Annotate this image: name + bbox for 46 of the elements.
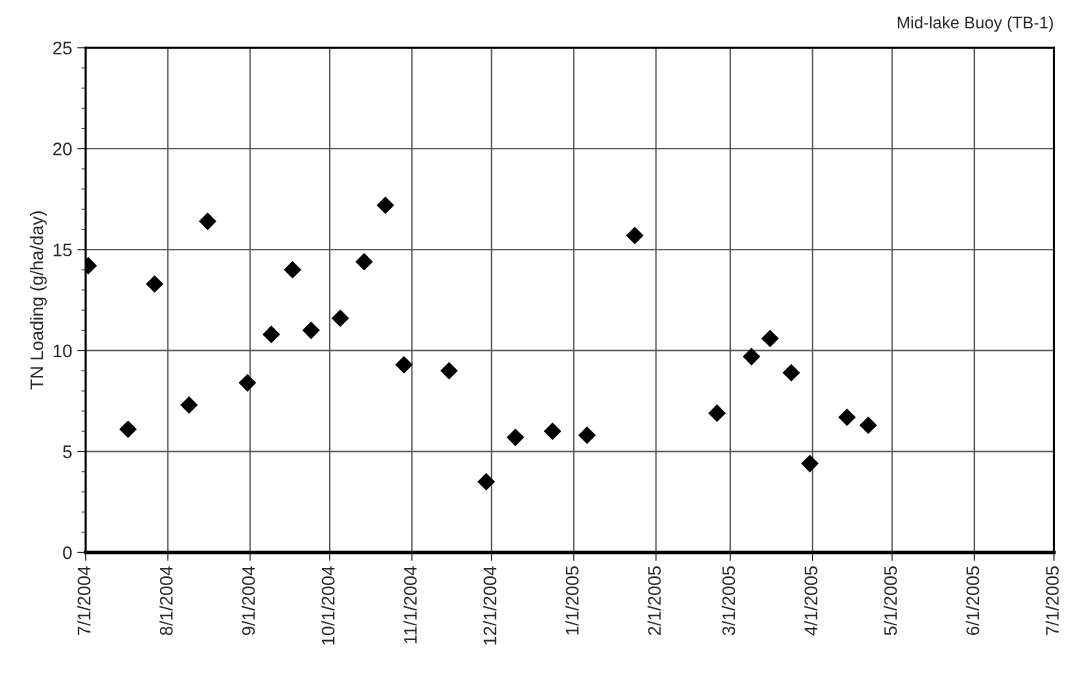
point (355, 252, 373, 271)
point (198, 212, 217, 231)
point (708, 404, 726, 422)
point (283, 261, 302, 279)
point (742, 347, 761, 366)
x-tick-label: 5/1/2005 (883, 566, 897, 636)
x-tick-label: 9/1/2004 (241, 566, 255, 636)
point (859, 416, 878, 435)
point (761, 329, 779, 348)
y-tick-label: 20 (53, 142, 72, 156)
x-tick-label: 6/1/2005 (965, 566, 980, 635)
y-tick-label: 10 (53, 344, 72, 358)
point (119, 420, 137, 439)
y-tick-label: 0 (63, 546, 72, 560)
x-tick-label: 8/1/2004 (159, 566, 173, 636)
x-tick-label: 11/1/2004 (403, 566, 417, 644)
x-tick-label: 3/1/2005 (721, 566, 736, 636)
point (625, 226, 644, 245)
point (543, 422, 562, 441)
point (376, 196, 395, 214)
chart-title: Mid-lake Buoy (TB-1) (897, 16, 1053, 32)
point (838, 408, 856, 426)
point (331, 309, 350, 328)
x-tick-label: 7/1/2005 (1045, 566, 1059, 635)
point (302, 321, 320, 340)
point (477, 472, 495, 491)
point (238, 374, 257, 392)
point (782, 363, 801, 382)
y-tick-label: 15 (53, 243, 72, 257)
point (395, 355, 413, 374)
x-tick-label: 1/1/2005 (565, 566, 579, 635)
y-tick-label: 5 (63, 445, 72, 459)
point (506, 428, 525, 447)
point (262, 325, 281, 344)
y-axis-title: TN Loading (g/ha/day) (29, 211, 47, 390)
point (578, 426, 596, 445)
x-tick-label: 2/1/2005 (647, 566, 661, 635)
x-tick-label: 7/1/2004 (77, 566, 91, 635)
point (801, 454, 819, 473)
point (440, 361, 458, 380)
x-tick-label: 12/1/2004 (483, 566, 497, 645)
x-tick-label: 4/1/2005 (804, 566, 818, 636)
point (180, 396, 198, 414)
y-tick-label: 25 (53, 41, 72, 55)
point (145, 275, 164, 293)
x-tick-label: 10/1/2004 (321, 566, 335, 645)
